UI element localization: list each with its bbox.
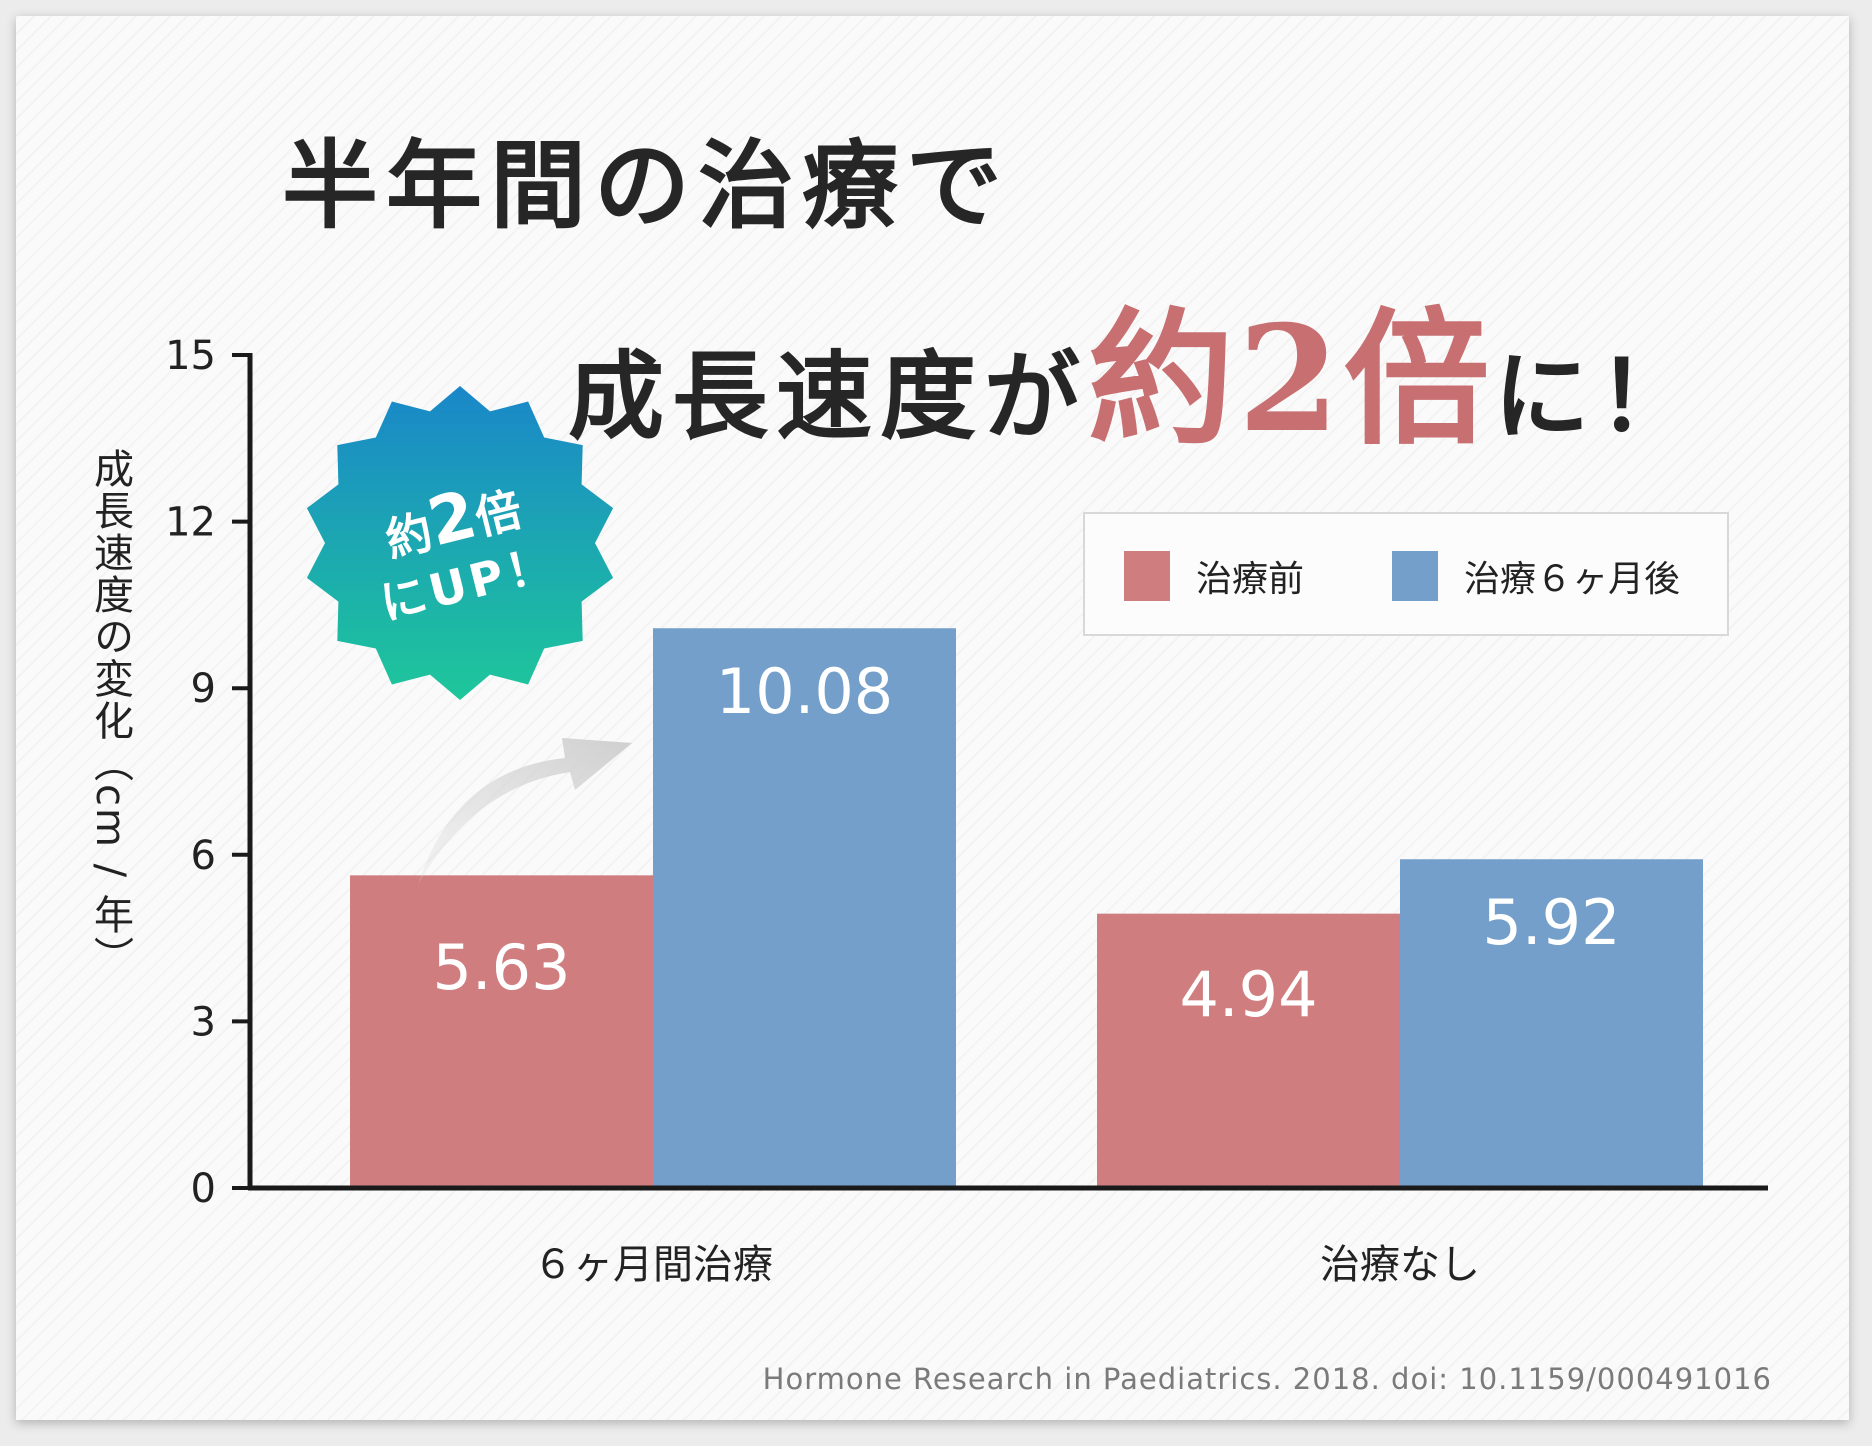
legend-item-before: 治療前 [1124,551,1304,601]
y-tick-label-12: 12 [165,500,216,546]
bar-before-1 [350,875,653,1188]
y-tick-label-6: 6 [191,833,216,879]
bar-after-1 [653,628,956,1188]
legend-label-after: 治療６ヶ月後 [1464,559,1681,600]
badge-starburst [306,386,614,700]
headline-line2-pre: 成長速度が [568,340,1088,453]
y-tick-label-9: 9 [191,666,216,712]
bar-before-2 [1097,913,1400,1188]
y-tick-label-0: 0 [191,1166,216,1212]
legend-item-after: 治療６ヶ月後 [1392,551,1680,601]
source-citation: Hormone Research in Paediatrics. 2018. d… [762,1362,1772,1396]
legend: 治療前 治療６ヶ月後 [1083,512,1729,636]
headline-line2: 成長速度が約2倍に！ [568,262,1702,473]
y-axis-label: 成長速度の変化（cm / 年） [87,448,133,978]
data-label-after-1: 10.08 [716,655,894,728]
x-tick-label-2: 治療なし [1320,1242,1480,1288]
data-label-before-2: 4.94 [1179,958,1317,1031]
legend-swatch-before [1124,551,1170,601]
badge: 約2倍 にUP！ [306,386,614,700]
legend-label-before: 治療前 [1196,559,1305,600]
data-label-after-2: 5.92 [1482,886,1620,959]
headline-emphasis: 約2倍 [1088,294,1494,465]
headline-line2-post: に！ [1493,340,1702,453]
x-tick-label-1: ６ヶ月間治療 [533,1242,773,1288]
y-tick-label-3: 3 [191,999,216,1045]
data-label-before-1: 5.63 [432,931,570,1004]
legend-swatch-after [1392,551,1438,601]
bar-after-2 [1400,859,1703,1188]
headline-line1: 半年間の治療で [282,129,1010,242]
increase-arrow-icon [418,738,632,885]
y-tick-label-15: 15 [165,333,216,379]
